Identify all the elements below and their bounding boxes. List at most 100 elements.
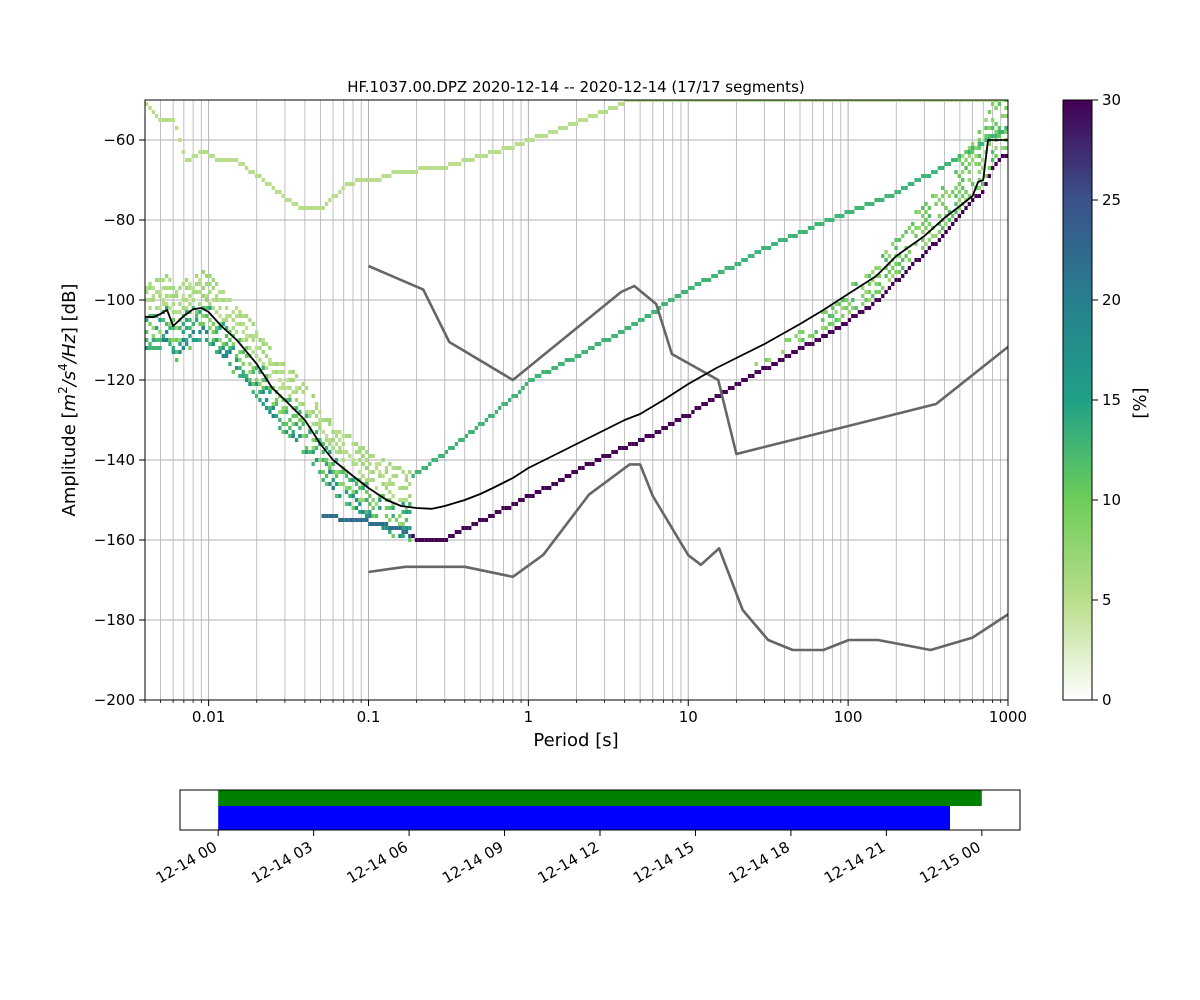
psd-histogram-cell (318, 426, 322, 430)
psd-histogram-cell (584, 462, 588, 466)
psd-histogram-cell (1001, 146, 1005, 150)
psd-histogram-cell (964, 206, 968, 210)
psd-histogram-cell (528, 378, 532, 382)
psd-histogram-cell (827, 330, 832, 334)
psd-histogram-cell (817, 338, 822, 342)
psd-histogram-cell (931, 100, 935, 102)
psd-histogram-cell (224, 354, 229, 358)
psd-histogram-cell (344, 490, 349, 494)
psd-histogram-cell (837, 318, 842, 322)
psd-histogram-cell (364, 478, 369, 482)
psd-histogram-cell (737, 382, 742, 386)
psd-histogram-cell (951, 158, 955, 162)
psd-histogram-cell (278, 190, 282, 194)
psd-histogram-cell (661, 426, 665, 430)
psd-histogram-cell (961, 100, 965, 102)
psd-histogram-cell (764, 358, 768, 362)
psd-histogram-cell (214, 294, 219, 298)
psd-histogram-cell (867, 274, 872, 278)
psd-histogram-cell (568, 474, 572, 478)
psd-histogram-cell (877, 198, 882, 202)
psd-histogram-cell (181, 150, 185, 154)
psd-histogram-cell (971, 146, 975, 150)
psd-histogram-cell (524, 382, 529, 386)
psd-histogram-cell (914, 210, 918, 214)
psd-histogram-cell (624, 446, 628, 450)
psd-histogram-cell (174, 294, 179, 298)
psd-histogram-cell (544, 134, 549, 138)
psd-histogram-cell (388, 482, 392, 486)
psd-histogram-cell (767, 246, 772, 250)
psd-histogram-cell (961, 154, 965, 158)
psd-histogram-cell (787, 100, 792, 102)
psd-histogram-cell (441, 166, 445, 170)
psd-histogram-cell (781, 358, 785, 362)
psd-histogram-cell (164, 286, 169, 290)
psd-histogram-cell (904, 100, 908, 102)
psd-histogram-cell (764, 366, 768, 370)
psd-histogram-cell (278, 418, 282, 422)
psd-histogram-cell (1004, 130, 1008, 134)
psd-histogram-cell (358, 178, 362, 182)
psd-histogram-cell (291, 370, 295, 374)
psd-histogram-cell (904, 186, 908, 190)
psd-histogram-cell (374, 522, 379, 526)
psd-histogram-cell (204, 282, 209, 286)
psd-histogram-cell (251, 170, 255, 174)
psd-histogram-cell (914, 242, 918, 246)
psd-histogram-cell (294, 406, 299, 410)
psd-histogram-cell (717, 270, 722, 274)
psd-histogram-cell (651, 310, 655, 314)
psd-histogram-cell (301, 402, 305, 406)
psd-histogram-cell (831, 218, 835, 222)
coverage-tick-label: 12-14 18 (725, 838, 792, 887)
psd-histogram-cell (591, 462, 595, 466)
psd-histogram-cell (284, 198, 289, 202)
psd-histogram-cell (777, 358, 782, 362)
psd-histogram-cell (834, 214, 838, 218)
psd-histogram-cell (338, 190, 342, 194)
psd-histogram-cell (145, 318, 149, 322)
psd-histogram-cell (584, 118, 588, 122)
psd-histogram-cell (428, 538, 432, 542)
psd-histogram-cell (461, 438, 465, 442)
psd-histogram-cell (887, 278, 892, 282)
psd-histogram-cell (847, 100, 852, 102)
psd-histogram-cell (164, 274, 169, 278)
psd-histogram-cell (161, 286, 165, 290)
psd-histogram-cell (961, 194, 965, 198)
psd-histogram-cell (841, 298, 845, 302)
psd-histogram-cell (874, 282, 878, 286)
psd-histogram-cell (478, 154, 482, 158)
psd-histogram-cell (624, 100, 628, 102)
psd-histogram-cell (801, 330, 805, 334)
psd-histogram-cell (238, 310, 242, 314)
psd-histogram-cell (251, 322, 255, 326)
psd-histogram-cell (971, 182, 975, 186)
psd-histogram-cell (901, 100, 905, 102)
psd-histogram-cell (941, 226, 945, 230)
psd-histogram-cell (961, 170, 965, 174)
psd-histogram-cell (264, 406, 269, 410)
psd-histogram-cell (804, 342, 808, 346)
psd-histogram-cell (394, 170, 399, 174)
psd-histogram-cell (894, 100, 898, 102)
psd-histogram-cell (328, 514, 332, 518)
psd-histogram-cell (351, 458, 355, 462)
psd-histogram-cell (774, 362, 778, 366)
psd-histogram-cell (707, 100, 712, 102)
psd-histogram-cell (511, 146, 515, 150)
coverage-bar-green (218, 790, 982, 806)
psd-histogram-cell (444, 450, 449, 454)
psd-histogram-cell (784, 354, 788, 358)
psd-histogram-cell (438, 166, 442, 170)
psd-histogram-cell (737, 100, 742, 102)
psd-histogram-cell (274, 370, 279, 374)
psd-histogram-cell (184, 278, 189, 282)
psd-histogram-cell (714, 100, 718, 102)
psd-histogram-cell (518, 498, 522, 502)
psd-histogram-cell (351, 494, 355, 498)
psd-histogram-cell (358, 470, 362, 474)
psd-histogram-cell (991, 158, 995, 162)
psd-histogram-cell (558, 362, 562, 366)
